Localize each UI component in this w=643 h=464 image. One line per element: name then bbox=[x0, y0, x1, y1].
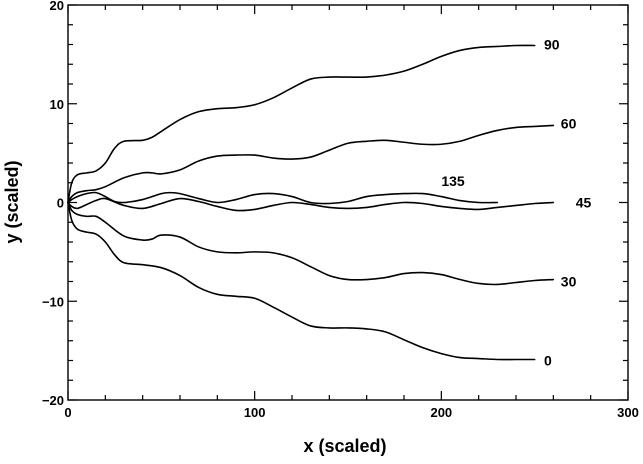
series-line-135 bbox=[67, 191, 499, 205]
series-line-30 bbox=[67, 201, 555, 286]
x-axis-title: x (scaled) bbox=[303, 436, 386, 456]
y-axis-title: y (scaled) bbox=[2, 160, 22, 243]
series-label-30: 30 bbox=[561, 274, 577, 290]
x-axis-ticks: 0 100 200 300 bbox=[64, 5, 639, 420]
series-line-0 bbox=[67, 201, 536, 361]
x-tick-label: 300 bbox=[617, 405, 639, 420]
x-tick-label: 100 bbox=[244, 405, 266, 420]
y-tick-label: −20 bbox=[42, 393, 64, 408]
y-tick-label: −10 bbox=[42, 294, 64, 309]
series-lines bbox=[67, 44, 555, 361]
series-labels: 90 60 135 45 30 0 bbox=[441, 37, 591, 369]
series-label-90: 90 bbox=[544, 37, 560, 53]
series-label-60: 60 bbox=[561, 116, 577, 132]
series-line-45 bbox=[67, 197, 555, 212]
series-label-135: 135 bbox=[441, 173, 465, 189]
x-tick-label: 0 bbox=[64, 405, 71, 420]
x-tick-label: 200 bbox=[430, 405, 452, 420]
y-tick-label: 10 bbox=[50, 97, 64, 112]
series-label-45: 45 bbox=[576, 195, 592, 211]
series-label-0: 0 bbox=[544, 353, 552, 369]
series-line-90 bbox=[67, 44, 536, 204]
y-tick-label: 0 bbox=[57, 196, 64, 211]
y-axis-ticks: −20 −10 0 10 20 bbox=[42, 0, 628, 408]
y-tick-label: 20 bbox=[50, 0, 64, 13]
series-line-60 bbox=[67, 124, 555, 204]
